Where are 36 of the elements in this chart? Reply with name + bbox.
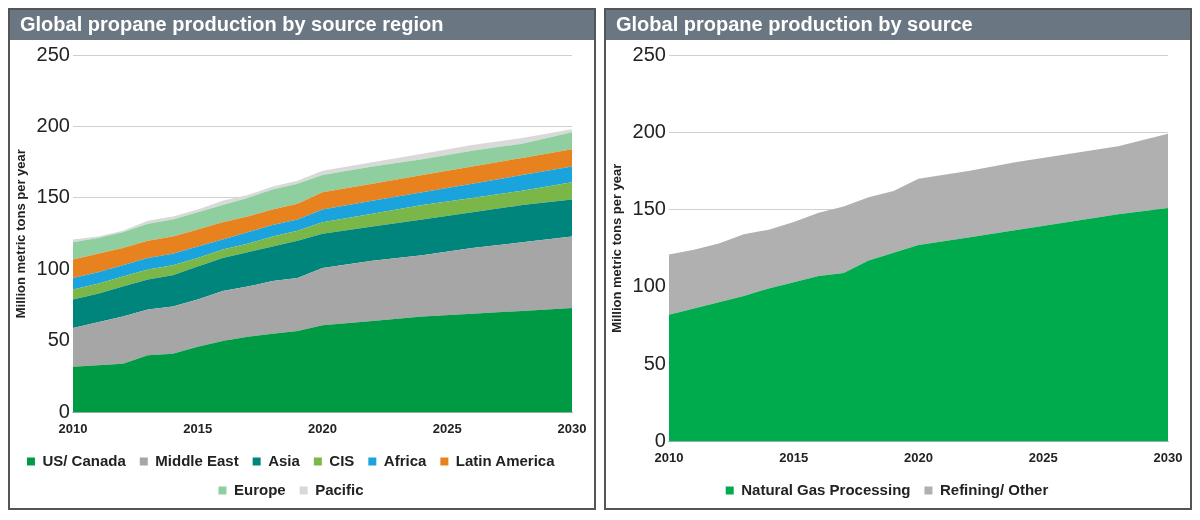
legend-label: Refining/ Other — [939, 480, 1049, 498]
y-axis-title: Million metric tons per year — [13, 149, 29, 319]
legend-label: Natural Gas Processing — [741, 480, 911, 498]
y-tick-label: 250 — [632, 42, 666, 65]
legend-label: Latin America — [455, 451, 556, 469]
legend-label: Africa — [383, 451, 428, 469]
x-tick-label: 2010 — [654, 449, 684, 465]
y-tick-label: 250 — [36, 42, 70, 65]
y-tick-label: 200 — [632, 119, 666, 142]
chart-title: Global propane production by source — [606, 10, 1190, 40]
chart-title: Global propane production by source region — [10, 10, 594, 40]
legend-label: Middle East — [155, 451, 239, 469]
y-tick-label: 200 — [36, 114, 70, 136]
x-tick-label: 2025 — [1028, 449, 1058, 465]
x-tick-label: 2015 — [183, 420, 213, 436]
y-tick-label: 150 — [632, 197, 666, 220]
x-tick-label: 2020 — [308, 420, 337, 436]
y-tick-label: 150 — [36, 185, 70, 208]
legend-label: Europe — [233, 480, 286, 498]
x-tick-label: 2025 — [432, 420, 462, 436]
x-tick-label: 2010 — [58, 420, 88, 436]
x-tick-label: 2030 — [1153, 449, 1183, 465]
y-axis-title: Million metric tons per year — [609, 163, 625, 333]
y-tick-label: 0 — [58, 399, 70, 422]
y-tick-label: 50 — [47, 328, 70, 351]
legend-label: US/ Canada — [42, 451, 127, 469]
y-tick-label: 100 — [632, 274, 666, 297]
x-tick-label: 2015 — [779, 449, 809, 465]
y-tick-label: 50 — [643, 351, 666, 374]
y-tick-label: 100 — [36, 256, 70, 279]
y-tick-label: 0 — [654, 428, 666, 451]
x-tick-label: 2020 — [904, 449, 933, 465]
legend-label: Pacific — [315, 480, 364, 498]
legend-label: Asia — [268, 451, 301, 469]
legend-label: CIS — [329, 451, 355, 469]
x-tick-label: 2030 — [557, 420, 587, 436]
